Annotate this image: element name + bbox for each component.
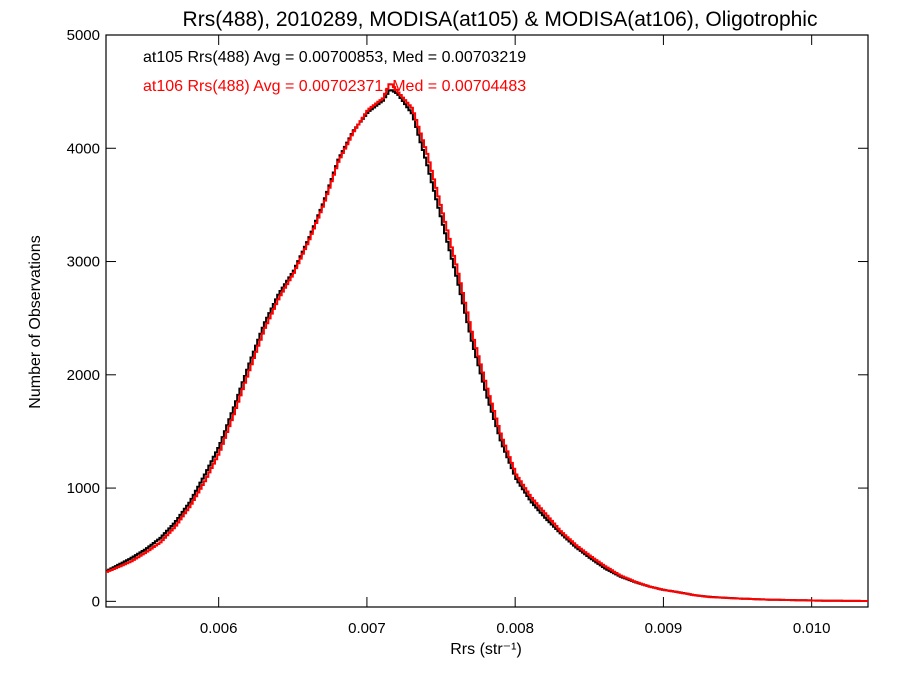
series-line-at106 xyxy=(106,83,868,602)
x-tick-label: 0.010 xyxy=(793,620,831,637)
x-tick-label: 0.009 xyxy=(645,620,683,637)
y-tick-label: 2000 xyxy=(67,367,100,384)
y-tick-label: 3000 xyxy=(67,254,100,271)
legend: at105 Rrs(488) Avg = 0.00700853, Med = 0… xyxy=(143,49,526,95)
legend-entry-at106: at106 Rrs(488) Avg = 0.00702371, Med = 0… xyxy=(143,78,526,95)
y-tick-label: 0 xyxy=(92,593,100,610)
y-tick-label: 1000 xyxy=(67,480,100,497)
legend-entry-at105: at105 Rrs(488) Avg = 0.00700853, Med = 0… xyxy=(143,49,526,66)
y-tick-label: 4000 xyxy=(67,140,100,157)
y-tick-label: 5000 xyxy=(67,27,100,44)
x-tick-label: 0.006 xyxy=(200,620,238,637)
x-axis-label: Rrs (str⁻¹) xyxy=(450,641,522,658)
x-tick-label: 0.007 xyxy=(348,620,386,637)
series-line-at105 xyxy=(106,89,868,602)
axis-ticks: 0.006 0.007 0.008 0.009 0.010 0 1000 2000 3000 40… xyxy=(67,27,868,637)
plot-frame xyxy=(105,34,869,608)
series-group xyxy=(106,83,868,602)
y-axis-label: Number of Observations xyxy=(27,235,44,408)
x-tick-label: 0.008 xyxy=(496,620,534,637)
chart-title: Rrs(488), 2010289, MODISA(at105) & MODIS… xyxy=(183,8,818,31)
